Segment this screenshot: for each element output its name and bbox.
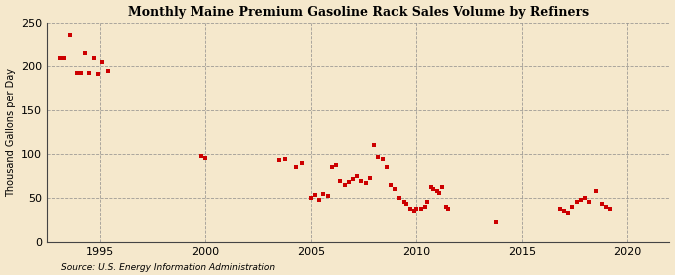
- Point: [84, 70, 95, 75]
- Text: Source: U.S. Energy Information Administration: Source: U.S. Energy Information Administ…: [61, 263, 275, 272]
- Point: [348, 177, 358, 181]
- Point: [364, 176, 375, 180]
- Point: [571, 200, 582, 205]
- Point: [280, 156, 291, 161]
- Point: [59, 56, 70, 60]
- Point: [563, 211, 574, 215]
- Point: [377, 156, 388, 161]
- Point: [352, 174, 362, 178]
- Point: [103, 68, 113, 73]
- Point: [597, 202, 608, 207]
- Point: [331, 163, 342, 167]
- Point: [394, 196, 405, 200]
- Point: [415, 207, 426, 211]
- Point: [567, 205, 578, 209]
- Point: [327, 165, 338, 170]
- Point: [344, 180, 354, 185]
- Point: [440, 205, 451, 209]
- Point: [339, 183, 350, 187]
- Point: [432, 189, 443, 193]
- Point: [419, 205, 430, 209]
- Point: [196, 154, 207, 158]
- Point: [590, 189, 601, 193]
- Point: [558, 209, 569, 213]
- Point: [369, 143, 379, 148]
- Point: [65, 33, 76, 37]
- Point: [584, 200, 595, 205]
- Point: [200, 155, 211, 160]
- Point: [80, 51, 90, 56]
- Y-axis label: Thousand Gallons per Day: Thousand Gallons per Day: [5, 68, 16, 197]
- Point: [310, 192, 321, 197]
- Point: [601, 205, 612, 209]
- Point: [389, 187, 400, 191]
- Point: [491, 220, 502, 224]
- Point: [404, 207, 415, 211]
- Point: [428, 187, 439, 191]
- Point: [322, 194, 333, 199]
- Point: [318, 191, 329, 196]
- Point: [305, 196, 316, 200]
- Point: [421, 200, 432, 205]
- Point: [356, 178, 367, 183]
- Point: [398, 200, 409, 205]
- Point: [409, 209, 420, 213]
- Point: [335, 178, 346, 183]
- Point: [291, 165, 302, 170]
- Point: [434, 191, 445, 195]
- Point: [580, 196, 591, 200]
- Point: [314, 198, 325, 202]
- Point: [88, 56, 99, 61]
- Point: [360, 181, 371, 185]
- Title: Monthly Maine Premium Gasoline Rack Sales Volume by Refiners: Monthly Maine Premium Gasoline Rack Sale…: [128, 6, 589, 18]
- Point: [605, 207, 616, 211]
- Point: [426, 185, 437, 189]
- Point: [411, 207, 422, 211]
- Point: [400, 202, 411, 207]
- Point: [385, 183, 396, 187]
- Point: [55, 56, 65, 61]
- Point: [76, 70, 86, 75]
- Point: [274, 158, 285, 163]
- Point: [443, 207, 454, 211]
- Point: [373, 155, 383, 159]
- Point: [297, 161, 308, 165]
- Point: [381, 165, 392, 170]
- Point: [92, 72, 103, 76]
- Point: [436, 185, 447, 189]
- Point: [554, 207, 565, 211]
- Point: [576, 198, 587, 202]
- Point: [97, 60, 107, 64]
- Point: [72, 70, 82, 75]
